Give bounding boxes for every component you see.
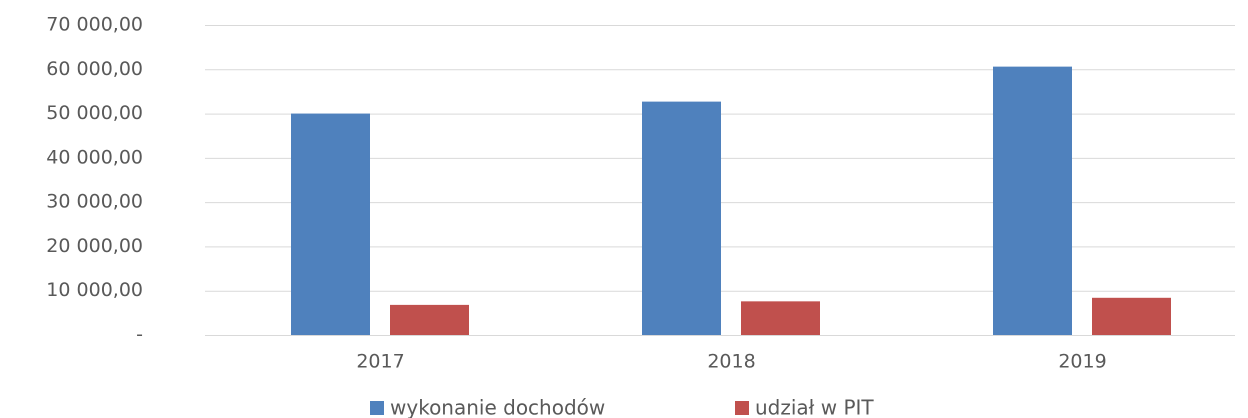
x-tick-label: 2019 [1058,351,1106,373]
y-tick-label: 30 000,00 [46,191,143,213]
y-tick-label: - [136,324,143,346]
x-tick-label: 2018 [707,351,755,373]
legend-label: udział w PIT [755,396,874,418]
y-tick-label: 50 000,00 [46,102,143,124]
y-tick-label: 40 000,00 [46,146,143,168]
y-tick-label: 20 000,00 [46,235,143,257]
y-tick-label: 70 000,00 [46,14,143,36]
bar [642,101,721,335]
bar [741,301,820,335]
bar [1092,297,1171,335]
legend-swatch [735,401,749,415]
y-tick-label: 10 000,00 [46,279,143,301]
bar [390,304,469,335]
y-tick-label: 60 000,00 [46,58,143,80]
legend-swatch [370,401,384,415]
bar [291,113,370,335]
x-tick-label: 2017 [356,351,404,373]
bar [993,66,1072,335]
legend-label: wykonanie dochodów [390,396,605,418]
